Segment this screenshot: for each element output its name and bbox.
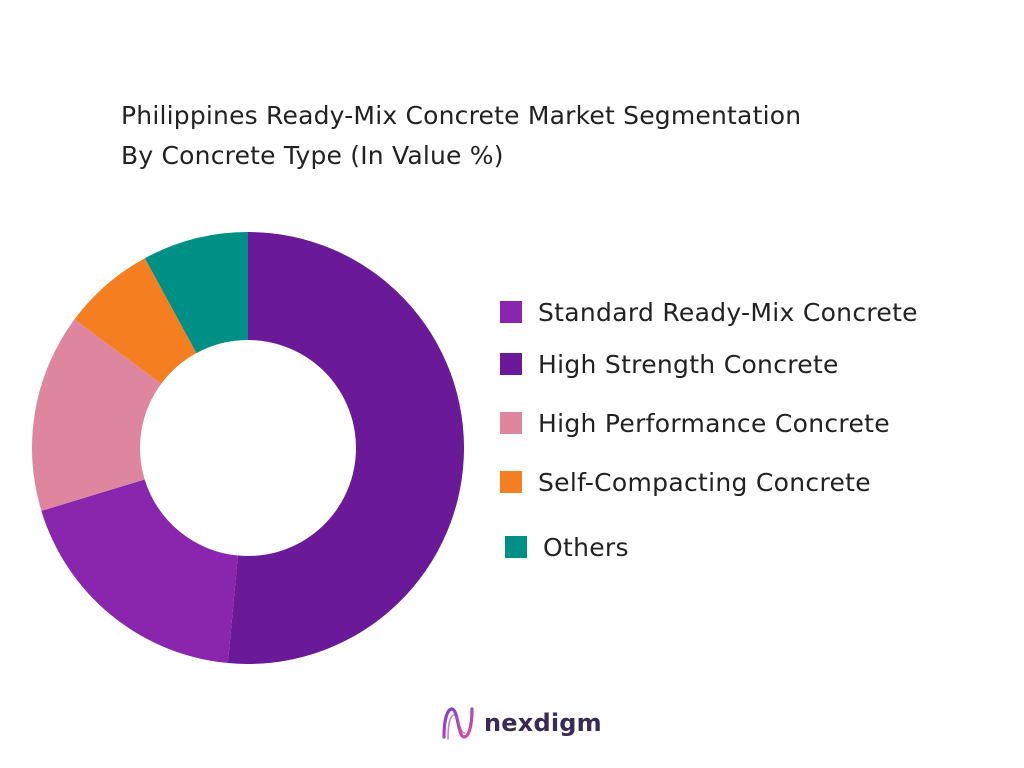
logo-text: nexdigm (484, 709, 602, 737)
donut-slice-high-performance-concrete (31, 319, 162, 511)
donut-slice-others (144, 232, 248, 354)
chart-title: Philippines Ready-Mix Concrete Market Se… (121, 96, 941, 176)
nexdigm-logo-icon (442, 707, 474, 740)
donut-slice-standard-ready-mix-concrete (41, 479, 238, 664)
brand-logo: nexdigm (440, 703, 602, 743)
donut-slice-high-strength-concrete (227, 232, 465, 664)
chart-title-line-1: Philippines Ready-Mix Concrete Market Se… (121, 101, 802, 130)
chart-title-line-2: By Concrete Type (In Value %) (121, 141, 504, 170)
donut-slice-self-compacting-concrete (74, 258, 197, 384)
